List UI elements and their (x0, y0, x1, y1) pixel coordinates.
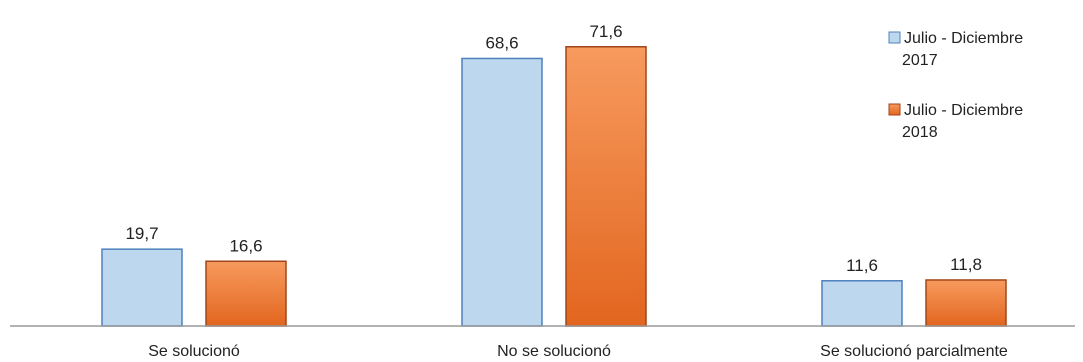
bar-series2-cat2 (565, 46, 647, 327)
legend-item-2: Julio - Diciembre 2018 (888, 102, 1023, 141)
data-label-series1-cat1: 19,7 (125, 224, 158, 243)
legend-swatch-1 (888, 31, 901, 44)
legend-label-1-line-1: Julio - Diciembre (904, 30, 1023, 47)
legend-label-1-line-2: 2017 (902, 52, 938, 69)
legend-label-2-line-1: Julio - Diciembre (904, 102, 1023, 119)
legend: Julio - Diciembre 2017 Julio - Diciembre 20… (888, 30, 1023, 141)
bar-series1-cat1 (101, 248, 183, 327)
bar-series1-cat3 (821, 280, 903, 327)
category-label-1: Se solucionó (148, 343, 240, 360)
legend-label-2-line-2: 2018 (902, 124, 938, 141)
legend-label-1: Julio - Diciembre 2017 (902, 30, 1023, 69)
bar-series1-cat2 (461, 57, 543, 327)
legend-label-2: Julio - Diciembre 2018 (902, 102, 1023, 141)
bar-series2-cat1 (205, 260, 287, 327)
data-label-series1-cat3: 11,6 (846, 256, 878, 275)
category-label-3: Se solucionó parcialmente (820, 343, 1008, 360)
data-label-series2-cat1: 16,6 (229, 236, 262, 255)
data-label-series2-cat3: 11,8 (950, 255, 982, 274)
data-labels-layer: 19,7 68,6 11,6 16,6 71,6 11,8 (125, 22, 981, 275)
bar-series2-cat3 (925, 279, 1007, 327)
data-label-series2-cat2: 71,6 (589, 22, 622, 41)
legend-swatch-2 (888, 103, 901, 116)
bars-layer (101, 46, 1007, 327)
category-labels-layer: Se solucionó No se solucionó Se solucionó … (148, 343, 1008, 360)
legend-item-1: Julio - Diciembre 2017 (888, 30, 1023, 69)
category-label-2: No se solucionó (497, 343, 611, 360)
data-label-series1-cat2: 68,6 (485, 33, 518, 52)
